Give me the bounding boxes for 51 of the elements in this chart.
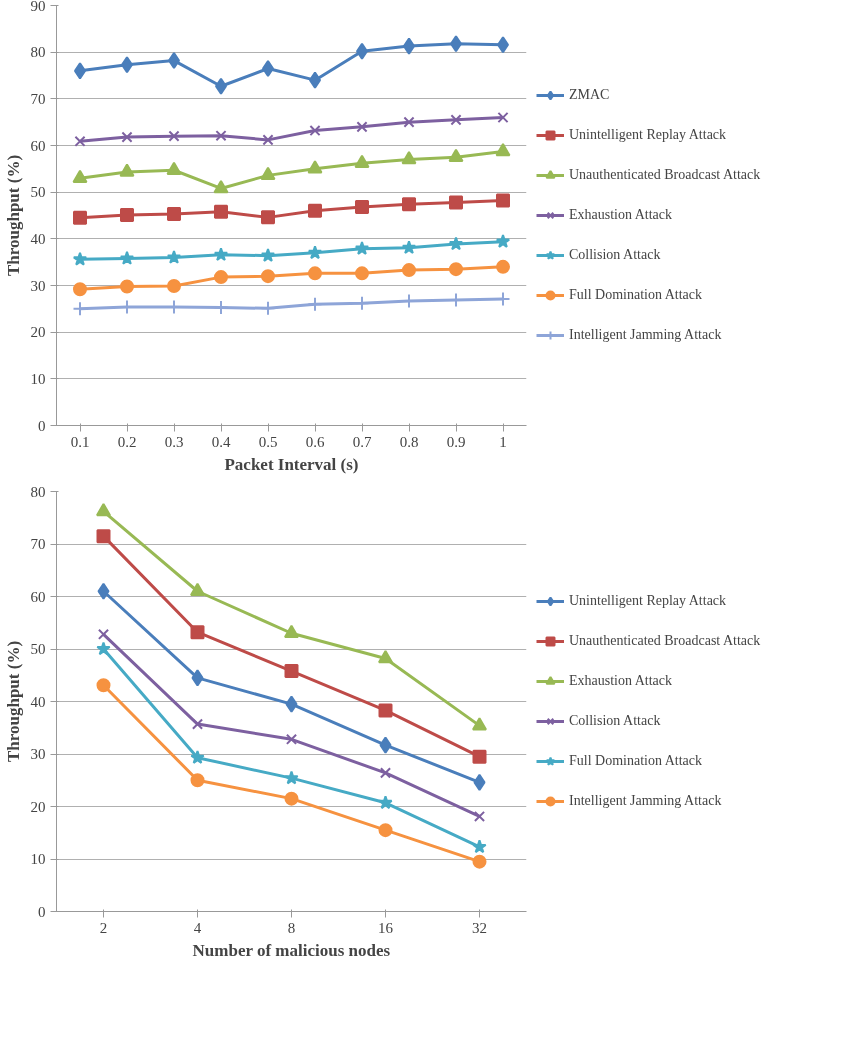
y-tick-label: 30 [30, 277, 46, 294]
x-tick-label: 8 [287, 919, 296, 936]
y-tick-label: 60 [30, 588, 46, 605]
legend-label: Intelligent Jamming Attack [569, 793, 722, 809]
y-tick-label: 50 [30, 641, 46, 657]
legend-label: Full Domination Attack [569, 287, 702, 303]
x-tick-label: 0.1 [70, 433, 90, 450]
y-tick-label: 80 [30, 483, 46, 500]
y-tick-label: 40 [30, 230, 46, 247]
legend-label: Unauthenticated Broadcast Attack [569, 633, 761, 649]
legend-label: Collision Attack [569, 247, 661, 263]
y-tick-label: 20 [30, 798, 46, 815]
y-tick-label: 80 [30, 44, 46, 61]
y-tick-label: 10 [30, 851, 46, 867]
y-axis-title: Throughput (%) [3, 640, 23, 763]
y-tick-label: 70 [30, 536, 46, 552]
legend-label: Intelligent Jamming Attack [569, 327, 722, 343]
y-tick-label: 90 [30, 0, 46, 14]
y-tick-label: 50 [30, 184, 46, 201]
x-tick-label: 0.9 [446, 433, 466, 450]
x-tick-label: 0.5 [258, 433, 278, 450]
legend-label: Unintelligent Replay Attack [569, 127, 727, 143]
x-tick-label: 0.7 [352, 433, 372, 450]
y-tick-label: 30 [30, 746, 46, 762]
legend-label: Full Domination Attack [569, 753, 702, 769]
legend-label: Collision Attack [569, 713, 661, 729]
legend-label: ZMAC [569, 87, 610, 103]
y-tick-label: 0 [38, 903, 46, 920]
x-tick-label: 2 [99, 919, 108, 936]
x-tick-label: 32 [472, 919, 487, 936]
x-tick-label: 0.2 [117, 433, 137, 450]
x-tick-label: 1 [499, 433, 507, 450]
x-tick-label: 0.8 [399, 433, 419, 450]
legend-label: Exhaustion Attack [569, 207, 673, 223]
y-tick-label: 10 [30, 370, 46, 387]
y-tick-label: 0 [38, 417, 46, 434]
x-tick-label: 0.3 [164, 433, 184, 450]
legend-label: Unauthenticated Broadcast Attack [569, 167, 761, 183]
y-tick-label: 40 [30, 693, 46, 710]
x-tick-label: 16 [378, 919, 394, 936]
legend-label: Unintelligent Replay Attack [569, 593, 727, 609]
y-tick-label: 20 [30, 324, 46, 341]
x-axis-title: Number of malicious nodes [192, 940, 391, 960]
y-tick-label: 70 [30, 90, 46, 107]
x-tick-label: 4 [193, 919, 202, 936]
x-axis-title: Packet Interval (s) [224, 454, 359, 474]
x-tick-label: 0.4 [211, 433, 231, 450]
x-tick-label: 0.6 [305, 433, 325, 450]
y-tick-label: 60 [30, 137, 46, 154]
y-axis-title: Throughput (%) [3, 154, 23, 277]
legend-label: Exhaustion Attack [569, 673, 673, 689]
